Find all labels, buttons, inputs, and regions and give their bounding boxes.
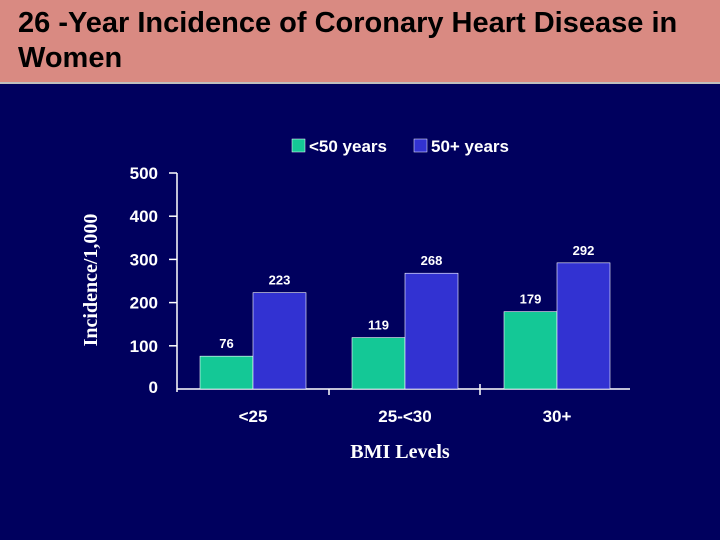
y-ticks: 0 100 200 300 400 500	[130, 164, 177, 397]
y-tick-label: 500	[130, 164, 158, 183]
legend: <50 years 50+ years	[291, 137, 509, 156]
data-labels: 76 119 179 223 268 292	[219, 243, 594, 351]
x-category-label: 30+	[543, 407, 572, 426]
y-tick-label: 300	[130, 250, 158, 269]
x-axis-label: BMI Levels	[350, 441, 450, 463]
y-tick-label: 400	[130, 207, 158, 226]
slide-title: 26 -Year Incidence of Coronary Heart Dis…	[18, 7, 678, 74]
data-label: 223	[269, 273, 291, 288]
y-tick-label: 100	[130, 337, 158, 356]
x-categories: <25 25-<30 30+	[239, 407, 572, 426]
legend-swatch-50plus	[413, 138, 428, 153]
data-label: 292	[573, 243, 595, 258]
title-bar: 26 -Year Incidence of Coronary Heart Dis…	[0, 0, 720, 84]
bar	[252, 292, 307, 390]
y-tick-label: 0	[149, 378, 158, 397]
y-axis-label: Incidence/1,000	[80, 214, 102, 347]
bar	[404, 272, 459, 390]
bar	[351, 337, 406, 390]
data-label: 76	[219, 336, 233, 351]
data-label: 268	[421, 253, 443, 268]
data-label: 119	[368, 318, 389, 333]
bar	[556, 262, 611, 390]
x-category-label: <25	[239, 407, 268, 426]
x-category-label: 25-<30	[378, 407, 431, 426]
bars	[199, 262, 611, 390]
legend-swatch-under50	[291, 138, 306, 153]
legend-label-under50: <50 years	[309, 137, 387, 156]
data-label: 179	[520, 292, 542, 307]
y-tick-label: 200	[130, 294, 158, 313]
bar	[199, 355, 254, 390]
legend-label-50plus: 50+ years	[431, 137, 509, 156]
bar	[503, 311, 558, 390]
